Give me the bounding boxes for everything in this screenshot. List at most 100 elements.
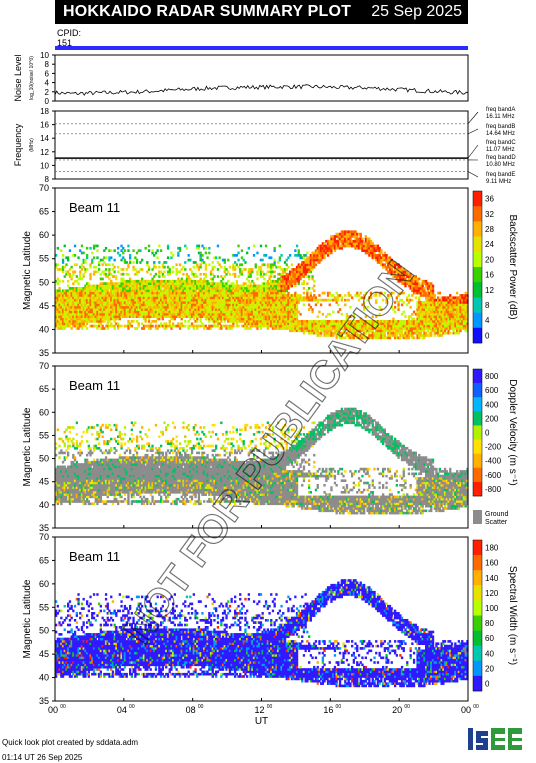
power-data-cell	[187, 296, 190, 300]
power-data-cell	[149, 284, 152, 288]
power-data-cell	[264, 291, 268, 295]
power-data-cell	[60, 312, 63, 316]
power-data-cell	[294, 305, 297, 309]
power-data-cell	[147, 308, 151, 311]
power-data-cell	[204, 301, 207, 304]
power-data-cell	[369, 336, 373, 340]
power-data-cell	[218, 291, 221, 295]
power-data-cell	[91, 284, 94, 288]
power-data-cell	[282, 320, 285, 323]
power-data-cell	[252, 315, 256, 318]
power-data-cell	[122, 246, 125, 250]
power-data-cell	[337, 235, 340, 238]
power-data-cell	[70, 327, 73, 330]
power-data-cell	[232, 322, 235, 326]
power-data-cell	[294, 298, 297, 302]
power-data-cell	[134, 284, 137, 288]
power-data-cell	[323, 320, 326, 323]
power-data-cell	[106, 284, 109, 288]
power-data-cell	[185, 315, 189, 318]
power-data-cell	[70, 301, 73, 304]
power-data-cell	[285, 315, 288, 318]
power-data-cell	[80, 244, 84, 248]
power-data-cell	[256, 296, 259, 300]
power-data-cell	[378, 334, 381, 337]
power-data-cell	[108, 284, 111, 288]
power-data-cell	[261, 284, 264, 288]
power-data-cell	[259, 258, 263, 262]
power-data-cell	[268, 312, 271, 316]
power-data-cell	[77, 277, 80, 281]
power-data-cell	[323, 334, 326, 337]
power-data-cell	[369, 296, 373, 300]
power-data-cell	[146, 284, 149, 288]
power-ytick-label: 40	[39, 324, 49, 334]
power-data-cell	[86, 315, 89, 318]
power-data-cell	[89, 315, 92, 318]
power-data-cell	[295, 324, 299, 328]
power-data-cell	[357, 324, 361, 328]
power-data-cell	[246, 312, 249, 316]
power-data-cell	[61, 258, 65, 262]
power-data-cell	[232, 308, 235, 311]
power-data-cell	[225, 312, 228, 316]
power-data-cell	[369, 254, 373, 257]
power-data-cell	[180, 294, 183, 297]
power-data-cell	[108, 310, 111, 314]
power-data-cell	[204, 294, 207, 297]
power-data-cell	[98, 317, 101, 321]
power-data-cell	[122, 305, 125, 309]
power-data-cell	[127, 315, 130, 318]
power-data-cell	[127, 265, 130, 269]
power-data-cell	[275, 305, 278, 309]
power-data-cell	[320, 246, 323, 250]
power-data-cell	[142, 301, 146, 304]
power-data-cell	[275, 284, 278, 288]
power-data-cell	[244, 282, 247, 285]
power-data-cell	[306, 289, 309, 293]
power-data-cell	[55, 324, 58, 328]
power-data-cell	[259, 272, 263, 276]
power-data-cell	[333, 329, 337, 333]
power-data-cell	[332, 244, 335, 248]
power-data-cell	[266, 322, 269, 326]
power-data-cell	[89, 303, 92, 307]
power-data-cell	[320, 329, 323, 333]
power-data-cell	[103, 249, 106, 252]
power-data-cell	[201, 244, 204, 248]
power-data-cell	[94, 320, 97, 323]
power-data-cell	[290, 298, 294, 302]
power-data-cell	[99, 312, 102, 316]
power-data-cell	[135, 308, 139, 311]
power-data-cell	[130, 308, 133, 311]
power-data-cell	[275, 296, 278, 300]
power-data-cell	[216, 284, 220, 288]
power-data-cell	[357, 329, 361, 333]
power-data-cell	[297, 279, 300, 283]
power-data-cell	[161, 305, 164, 309]
power-data-cell	[153, 284, 156, 288]
power-data-cell	[189, 282, 192, 285]
power-data-cell	[61, 327, 65, 330]
power-data-cell	[368, 246, 371, 250]
power-data-cell	[203, 303, 206, 307]
power-data-cell	[364, 249, 367, 252]
frequency-ytick-label: 16	[40, 121, 49, 130]
power-data-cell	[153, 310, 156, 314]
power-data-cell	[129, 291, 132, 295]
power-data-cell	[320, 254, 323, 257]
power-data-cell	[373, 294, 376, 297]
power-data-cell	[252, 310, 256, 314]
power-data-cell	[263, 317, 266, 321]
power-data-cell	[409, 315, 412, 318]
power-data-cell	[239, 291, 242, 295]
power-data-cell	[363, 334, 366, 337]
power-data-cell	[349, 320, 352, 323]
power-data-cell	[72, 289, 75, 293]
power-data-cell	[108, 301, 111, 304]
power-data-cell	[56, 298, 59, 302]
power-data-cell	[237, 284, 240, 288]
power-data-cell	[173, 287, 176, 290]
power-data-cell	[82, 294, 85, 297]
power-data-cell	[96, 296, 99, 300]
